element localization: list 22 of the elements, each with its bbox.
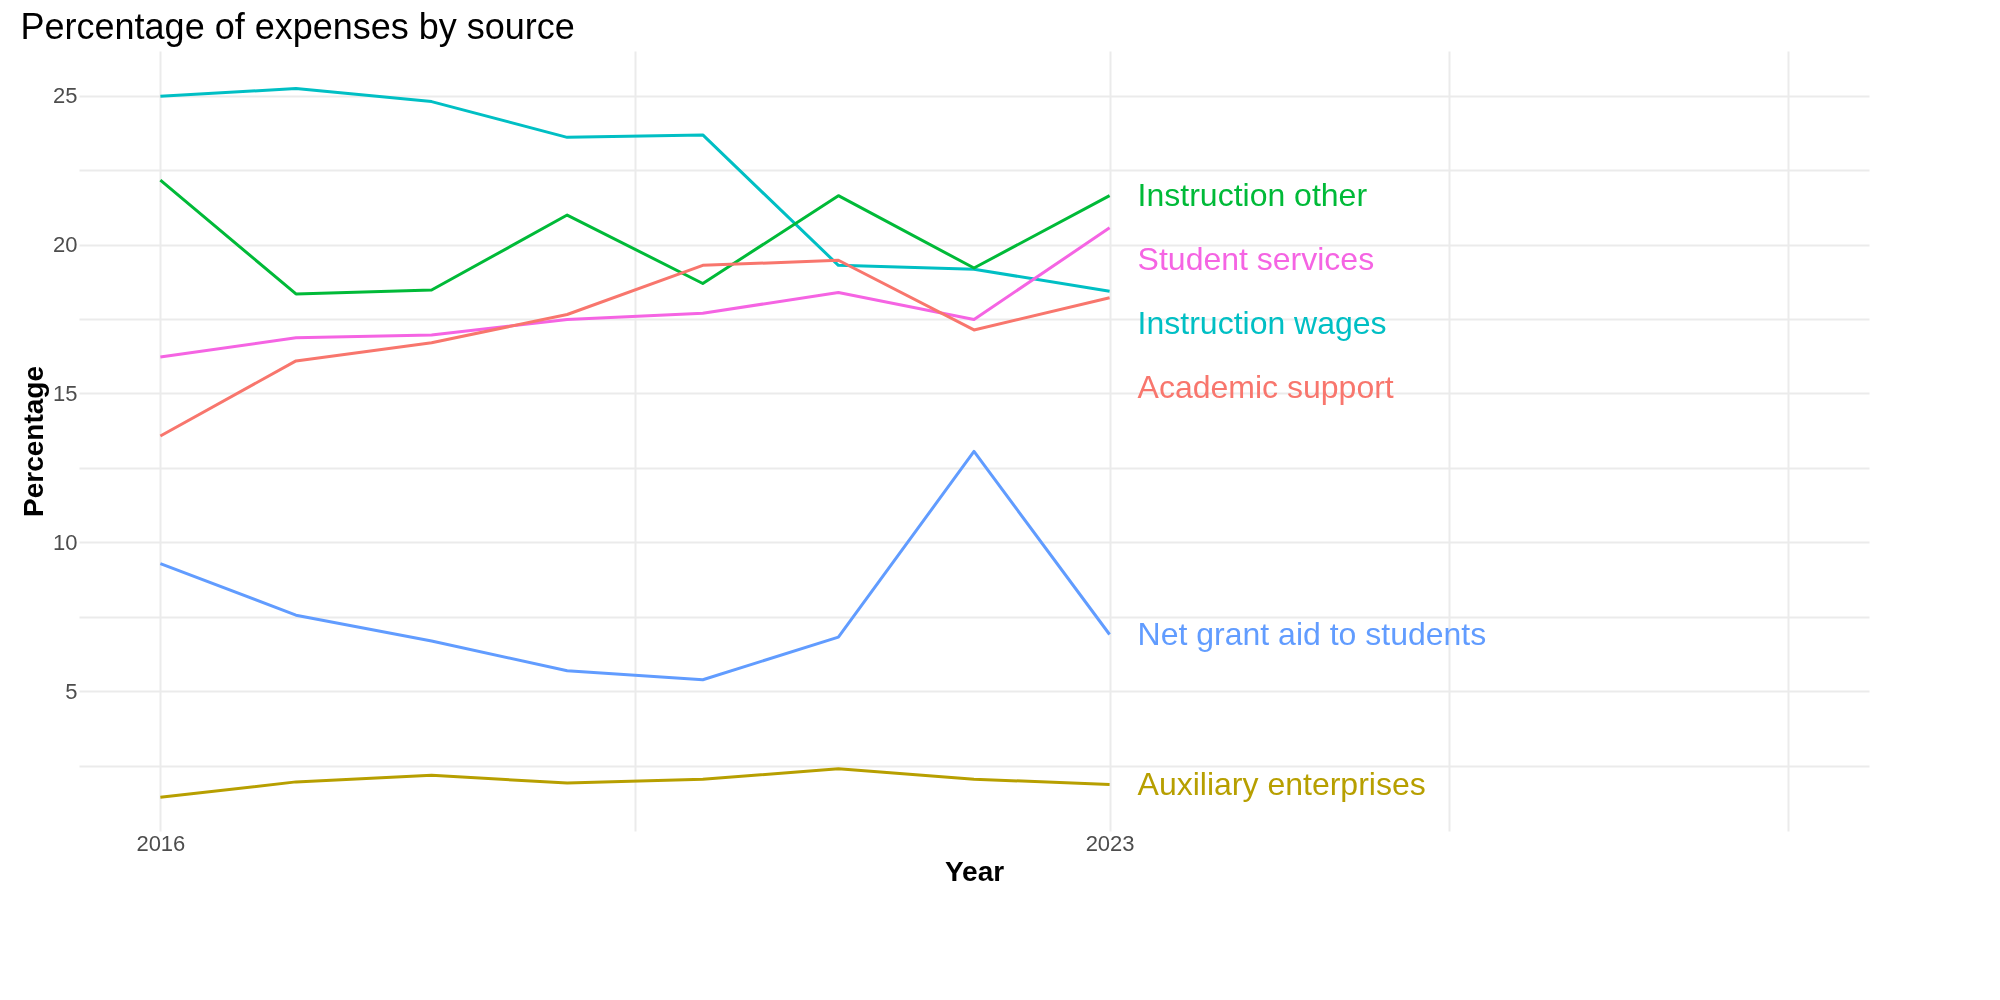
line-series xyxy=(158,258,1112,438)
y-axis-title: Percentage xyxy=(18,366,50,517)
text: Academic support xyxy=(1137,368,1394,405)
series-label: Student services xyxy=(1137,240,1375,277)
line-series xyxy=(158,87,1112,293)
line-series xyxy=(158,449,1112,682)
x-tick-label: 2023 xyxy=(1085,830,1135,856)
y-tick-label: 5 xyxy=(65,678,78,704)
y-tick-label: 25 xyxy=(53,83,78,109)
x-axis-title: Year xyxy=(944,855,1005,887)
series-label: Auxiliary enterprises xyxy=(1137,765,1426,802)
y-tick-label: 10 xyxy=(53,529,78,555)
series-label: Instruction wages xyxy=(1137,304,1387,341)
line-series xyxy=(158,178,1112,296)
y-tick-label: 15 xyxy=(53,380,78,406)
series-label: Net grant aid to students xyxy=(1137,615,1487,652)
series-label: Instruction other xyxy=(1137,176,1368,213)
y-tick-label: 20 xyxy=(53,232,78,258)
line-series xyxy=(158,226,1112,359)
chart-title: Percentage of expenses by source xyxy=(20,6,575,47)
x-tick-label: 2016 xyxy=(136,830,186,856)
line-series xyxy=(158,767,1112,799)
